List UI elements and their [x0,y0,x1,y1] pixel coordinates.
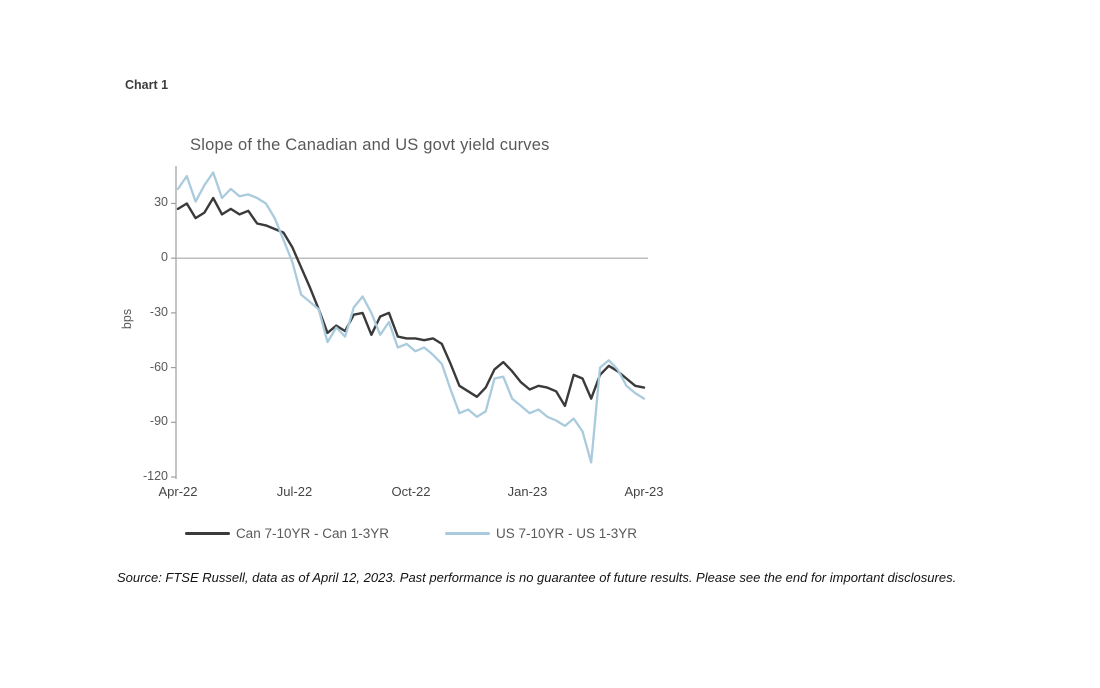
y-tick-label: -90 [149,414,168,429]
legend-item-us: US 7-10YR - US 1-3YR [445,526,637,541]
y-tick-label: -30 [149,304,168,319]
y-tick-label: 0 [161,250,168,265]
y-tick-label: -120 [142,469,168,483]
x-tick-label: Apr-23 [624,484,664,499]
chart-title: Slope of the Canadian and US govt yield … [190,136,550,154]
x-tick-label: Apr-22 [158,484,198,499]
can-series-line [176,196,646,408]
us-series-line [176,171,646,464]
can-series-label: Can 7-10YR - Can 1-3YR [235,526,390,541]
legend-item-can: Can 7-10YR - Can 1-3YR [184,526,390,541]
x-tick-label: Oct-22 [391,484,431,499]
source-disclaimer: Source: FTSE Russell, data as of April 1… [117,570,957,585]
y-axis-title: bps [120,308,134,330]
y-tick-label: -60 [149,359,168,374]
us-series-swatch [445,532,491,535]
can-series-swatch [184,531,230,536]
us-series-label: US 7-10YR - US 1-3YR [496,526,638,541]
x-tick-label: Jan-23 [507,484,548,499]
y-tick-label: 30 [154,195,168,210]
x-tick-label: Jul-22 [276,484,313,499]
chart-legend: Can 7-10YR - Can 1-3YR US 7-10YR - US 1-… [170,526,652,541]
chart-number-label: Chart 1 [125,78,169,92]
